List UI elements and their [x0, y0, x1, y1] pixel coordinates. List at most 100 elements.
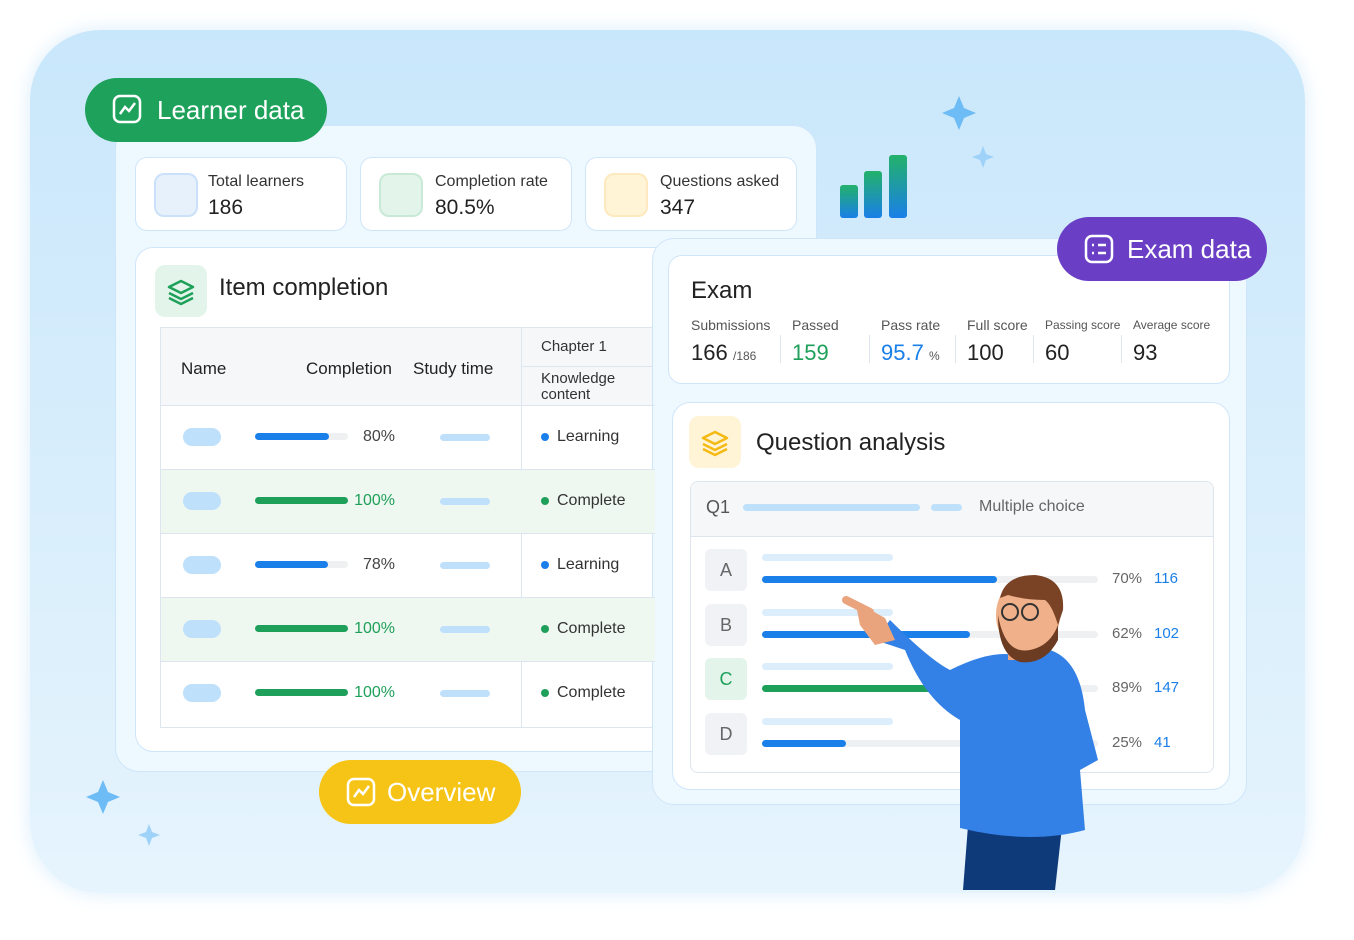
question-type: Multiple choice	[979, 498, 1085, 515]
option-bar	[762, 739, 846, 747]
status-label: Complete	[557, 620, 626, 637]
row-divider	[161, 533, 655, 534]
row-divider	[161, 469, 655, 470]
metric-suffix: %	[929, 349, 940, 363]
option-bar	[762, 685, 1062, 692]
question-card	[672, 402, 1230, 790]
stat-label: Questions asked	[660, 173, 780, 190]
metric-divider	[1033, 335, 1034, 363]
metric-value: 159	[792, 340, 829, 365]
table-header	[161, 328, 656, 406]
stat-value: 347	[660, 196, 696, 219]
metric-divider	[1121, 335, 1122, 363]
bar-track	[762, 739, 1098, 747]
stat-icon	[379, 173, 423, 217]
name-placeholder	[183, 620, 221, 638]
metric-label: Pass rate	[881, 317, 941, 333]
placeholder-bar	[762, 717, 893, 725]
placeholder-bar	[762, 608, 893, 616]
metric-value: 95.7	[881, 340, 924, 365]
name-placeholder	[183, 684, 221, 702]
percent-label: 62%	[1112, 624, 1143, 642]
count-label: 102	[1154, 624, 1180, 642]
completion-bar	[255, 625, 348, 632]
option-bar	[762, 576, 998, 583]
column-header: Completion	[306, 359, 392, 378]
card-title: Item completion	[219, 274, 389, 301]
percent-label: 89%	[1112, 679, 1143, 696]
layers-icon	[155, 265, 207, 317]
badge-label: Exam data	[1127, 233, 1252, 264]
completion-label: 80%	[362, 428, 395, 445]
metric-label: Full score	[967, 317, 1028, 333]
overview-badge: Overview	[319, 760, 521, 824]
option-letter: D	[705, 712, 747, 755]
completion-bar	[255, 433, 330, 440]
metric-value: 93	[1133, 340, 1158, 365]
completion-bar	[255, 497, 348, 504]
row-divider	[161, 405, 655, 406]
status-dot	[541, 433, 549, 441]
status-dot	[541, 497, 549, 505]
column-header: Name	[181, 359, 227, 378]
placeholder-bar	[743, 504, 920, 511]
percent-label: 25%	[1112, 733, 1143, 751]
stat-label: Total learners	[208, 173, 305, 190]
metric-label: Submissions	[691, 317, 771, 333]
placeholder-bar	[762, 554, 893, 561]
option-letter: C	[705, 658, 747, 700]
option-letter: B	[705, 603, 747, 646]
stat-value: 186	[208, 196, 244, 219]
percent-label: 70%	[1112, 570, 1143, 587]
metric-label: Passed	[792, 317, 839, 333]
completion-bar	[255, 561, 328, 568]
status-dot	[541, 689, 549, 697]
completion-label: 100%	[354, 620, 395, 637]
count-label: 41	[1154, 733, 1171, 751]
metric-divider	[780, 335, 781, 363]
card-title: Exam	[691, 277, 753, 304]
status-dot	[541, 625, 549, 633]
layers-icon	[689, 416, 741, 468]
column-header: Study time	[413, 359, 494, 378]
learner-data-badge: Learner data	[85, 78, 327, 142]
metric-value: 60	[1045, 340, 1070, 365]
status-label: Learning	[557, 556, 620, 573]
metric-label: Passing score	[1045, 318, 1121, 332]
metric-suffix: /186	[733, 349, 757, 363]
header-divider	[521, 366, 656, 367]
metric-value: 166	[691, 340, 728, 365]
completion-bar	[255, 689, 348, 696]
metric-label: Average score	[1133, 318, 1211, 332]
status-dot	[541, 561, 549, 569]
status-label: Complete	[557, 492, 626, 509]
completion-label: 100%	[354, 492, 395, 509]
completion-label: 100%	[354, 684, 395, 701]
time-placeholder	[440, 690, 490, 697]
badge-label: Learner data	[157, 94, 305, 125]
option-bar	[762, 630, 971, 638]
stat-icon	[154, 173, 198, 217]
metric-divider	[955, 335, 956, 363]
chapter-header: Chapter 1	[541, 338, 607, 355]
row-divider	[161, 597, 655, 598]
count-label: 116	[1154, 570, 1178, 587]
name-placeholder	[183, 492, 221, 510]
stat-icon	[604, 173, 648, 217]
count-label: 147	[1154, 679, 1180, 696]
row-bg	[161, 597, 655, 661]
question-label: Q1	[706, 497, 731, 517]
placeholder-bar	[931, 504, 962, 511]
completion-label: 78%	[362, 556, 395, 573]
metric-value: 100	[967, 340, 1004, 365]
presenter-figure	[842, 575, 1098, 890]
row-bg	[161, 469, 655, 533]
option-letter: A	[705, 549, 747, 591]
time-placeholder	[440, 434, 490, 441]
status-label: Learning	[557, 428, 620, 445]
placeholder-bar	[762, 663, 893, 670]
stat-value: 80.5%	[435, 196, 495, 219]
name-placeholder	[183, 428, 221, 446]
